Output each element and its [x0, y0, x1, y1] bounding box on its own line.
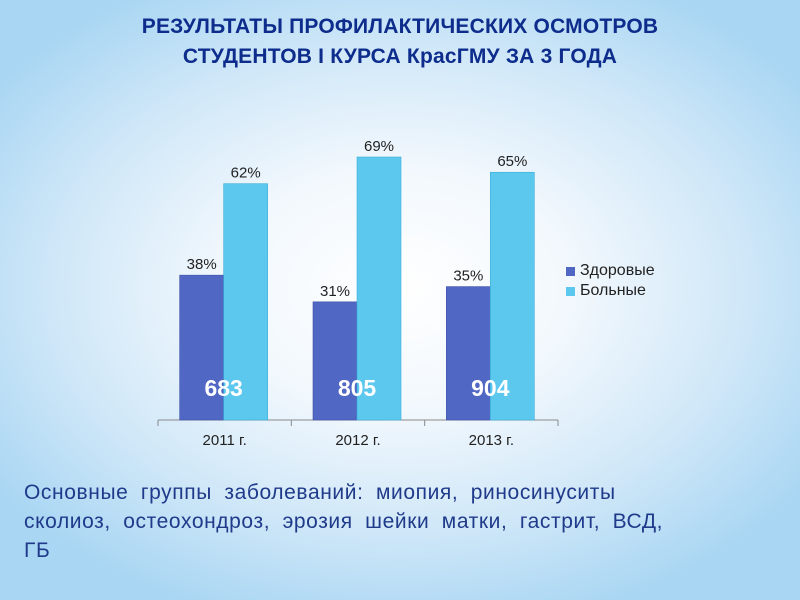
- bar-healthy: [312, 301, 358, 421]
- bar-healthy: [179, 274, 224, 421]
- caption-line-3: ГБ: [24, 539, 51, 562]
- x-tick-label: 2013 г.: [469, 432, 514, 449]
- legend-label: Больные: [580, 282, 646, 299]
- slide-title: РЕЗУЛЬТАТЫ ПРОФИЛАКТИЧЕСКИХ ОСМОТРОВ СТУ…: [0, 12, 800, 72]
- legend-item: Здоровые: [566, 262, 655, 280]
- caption-line-2: сколиоз, остеохондроз, эрозия шейки матк…: [24, 510, 664, 533]
- legend-label: Здоровые: [580, 262, 655, 279]
- group-total-label: 683: [204, 375, 242, 401]
- bar-healthy: [446, 286, 491, 421]
- title-line-2: СТУДЕНТОВ I КУРСА КрасГМУ ЗА 3 ГОДА: [182, 45, 618, 68]
- legend-item: Больные: [566, 282, 646, 300]
- group-total-label: 904: [471, 375, 510, 401]
- legend-swatch: [566, 286, 575, 296]
- caption-line-1: Основные группы заболеваний: миопия, рин…: [24, 481, 616, 504]
- bar-value-label: 62%: [231, 165, 261, 182]
- bar-sick: [490, 171, 535, 421]
- bar-value-label: 69%: [364, 138, 394, 155]
- bar-sick: [356, 156, 402, 421]
- group-total-label: 805: [338, 375, 377, 401]
- bar-value-label: 31%: [320, 283, 350, 300]
- x-tick-label: 2012 г.: [335, 432, 380, 449]
- bar-value-label: 35%: [453, 268, 483, 285]
- bar-value-label: 65%: [497, 153, 527, 170]
- title-line-1: РЕЗУЛЬТАТЫ ПРОФИЛАКТИЧЕСКИХ ОСМОТРОВ: [141, 15, 659, 38]
- diseases-caption: Основные группы заболеваний: миопия, рин…: [24, 478, 769, 565]
- legend-swatch: [566, 266, 575, 276]
- bar-value-label: 38%: [187, 256, 217, 273]
- bar-sick: [223, 183, 268, 421]
- x-tick-label: 2011 г.: [203, 432, 247, 449]
